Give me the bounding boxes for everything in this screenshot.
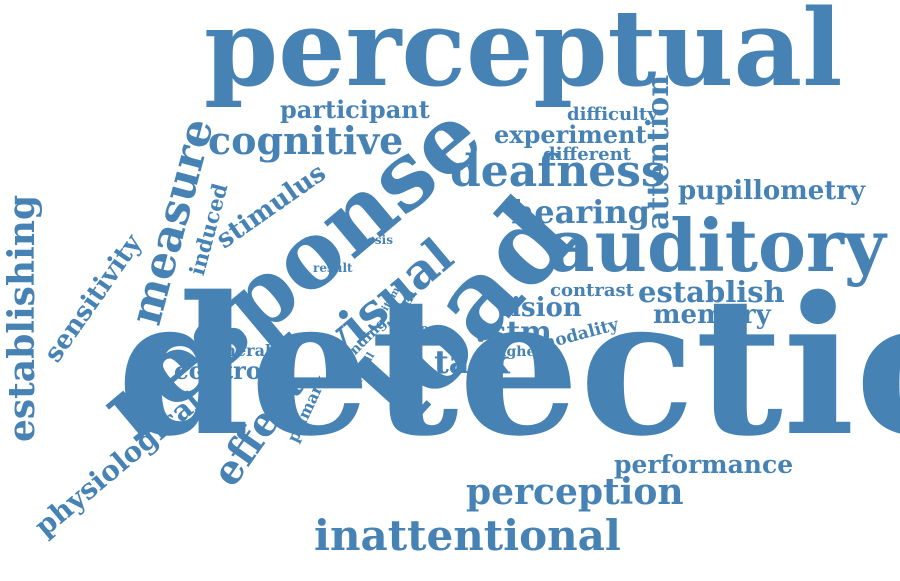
word-perceptual: perceptual bbox=[204, 0, 843, 110]
word-general: general bbox=[203, 341, 272, 360]
word-performance: performance bbox=[614, 450, 794, 479]
word-establishing: establishing bbox=[1, 194, 43, 442]
word-attention: attention bbox=[641, 74, 676, 230]
word-contrast: contrast bbox=[550, 280, 634, 301]
word-perception: perception bbox=[466, 471, 684, 513]
word-deafness: deafness bbox=[450, 146, 666, 197]
word-auditory: auditory bbox=[548, 203, 886, 288]
word-detection: detection bbox=[117, 255, 900, 478]
word-difficulty: difficulty bbox=[567, 104, 658, 125]
word-different: different bbox=[543, 144, 631, 165]
word-thesis: thesis bbox=[353, 233, 393, 247]
word-type: type bbox=[409, 322, 436, 335]
word-establish: establish bbox=[638, 275, 785, 309]
word-memory: memory bbox=[653, 300, 771, 330]
word-higher: higher bbox=[491, 344, 543, 360]
word-inattentional: inattentional bbox=[314, 511, 621, 560]
word-vision: vision bbox=[496, 293, 582, 323]
word-control: control bbox=[174, 356, 271, 385]
word-result: result bbox=[313, 261, 353, 275]
word-vstm: vstm bbox=[472, 315, 552, 350]
word-task: task bbox=[434, 343, 510, 381]
word-participant: participant bbox=[280, 95, 430, 124]
word-hearing: hearing bbox=[511, 193, 651, 231]
word-experiment: experiment bbox=[494, 120, 647, 149]
word-cognitive: cognitive bbox=[208, 118, 404, 163]
word-pupillometry: pupillometry bbox=[678, 176, 866, 206]
